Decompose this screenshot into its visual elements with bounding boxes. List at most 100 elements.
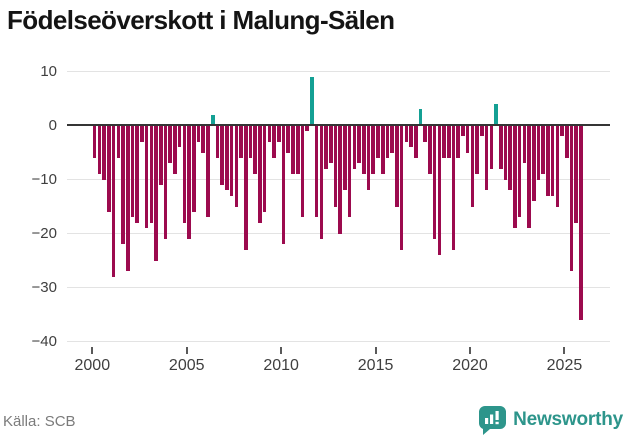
bar <box>541 125 546 175</box>
y-tick-label: −30 <box>31 278 57 296</box>
bar <box>546 125 550 196</box>
bar <box>201 125 206 153</box>
bar <box>173 125 177 175</box>
gridline <box>67 71 610 72</box>
bar <box>130 125 135 218</box>
x-tick-label: 2025 <box>546 357 583 374</box>
bar <box>413 125 418 158</box>
bar <box>522 125 527 164</box>
bar <box>409 125 413 148</box>
bar <box>149 125 154 223</box>
bar <box>182 125 187 223</box>
bar <box>352 125 357 169</box>
bar <box>447 125 451 158</box>
bar <box>295 125 300 175</box>
bar <box>437 125 442 256</box>
bar <box>239 125 243 158</box>
x-tick-mark <box>563 347 566 354</box>
bar <box>281 125 286 245</box>
bar <box>111 125 116 277</box>
x-tick-label: 2010 <box>263 357 299 374</box>
newsworthy-logo: Newsworthy <box>479 405 623 435</box>
bar <box>215 125 220 158</box>
bar <box>380 125 385 175</box>
bar <box>234 125 239 207</box>
bar <box>243 125 248 250</box>
bar <box>456 125 461 158</box>
bar <box>168 125 173 164</box>
bar <box>357 125 361 164</box>
bar <box>177 125 182 148</box>
bar <box>107 125 111 212</box>
bar-chart-speech-bubble-icon <box>479 405 507 435</box>
x-tick-label: 2005 <box>168 357 205 374</box>
bar <box>465 125 470 153</box>
x-tick-mark <box>185 347 188 354</box>
bar <box>206 125 210 218</box>
bar <box>550 125 555 196</box>
bar <box>291 125 295 175</box>
bar <box>140 125 144 142</box>
bar <box>362 125 366 175</box>
x-tick-mark <box>280 347 283 354</box>
bar <box>347 125 352 218</box>
bar <box>376 125 380 158</box>
y-tick-label: −40 <box>31 332 57 350</box>
bar <box>503 125 508 180</box>
bar <box>565 125 569 158</box>
bar <box>286 125 291 153</box>
bar <box>395 125 399 207</box>
y-tick-label: −20 <box>31 224 57 242</box>
y-tick-label: 0 <box>48 116 57 134</box>
x-tick-label: 2000 <box>74 357 111 374</box>
bar <box>220 125 224 185</box>
bar <box>116 125 121 158</box>
bar <box>97 125 102 175</box>
bar <box>531 125 536 202</box>
bar <box>125 125 130 272</box>
bar <box>470 125 475 207</box>
bar <box>253 125 258 175</box>
bar <box>210 114 215 126</box>
bar <box>248 125 253 158</box>
bar <box>121 125 125 245</box>
bar <box>163 125 168 239</box>
bar <box>319 125 324 239</box>
bar <box>428 125 432 175</box>
bar <box>461 125 465 137</box>
bar <box>366 125 371 191</box>
source-note: Källa: SCB <box>3 413 76 430</box>
bar <box>574 125 579 223</box>
bar <box>494 103 498 126</box>
bar <box>305 125 309 131</box>
bar <box>144 125 149 229</box>
bar <box>451 125 456 250</box>
bar <box>404 125 409 142</box>
bar <box>484 125 489 191</box>
bar <box>569 125 574 272</box>
bar <box>338 125 342 234</box>
bar <box>442 125 446 158</box>
bar <box>508 125 512 191</box>
bar <box>560 125 564 137</box>
brand-name: Newsworthy <box>513 409 623 430</box>
bar <box>333 125 338 207</box>
bar <box>423 125 427 142</box>
x-tick-mark <box>469 347 472 354</box>
bar <box>517 125 522 218</box>
bar <box>498 125 503 169</box>
bar <box>324 125 328 169</box>
gridline <box>67 287 610 288</box>
bar <box>399 125 404 250</box>
bar <box>371 125 376 175</box>
bar <box>310 76 314 126</box>
bar <box>513 125 517 229</box>
bar <box>135 125 139 223</box>
bar <box>475 125 479 175</box>
x-tick-label: 2015 <box>357 357 394 374</box>
bar <box>267 125 272 142</box>
bar <box>555 125 560 207</box>
x-tick-mark <box>91 347 94 354</box>
bar <box>579 125 583 320</box>
bar <box>159 125 163 185</box>
